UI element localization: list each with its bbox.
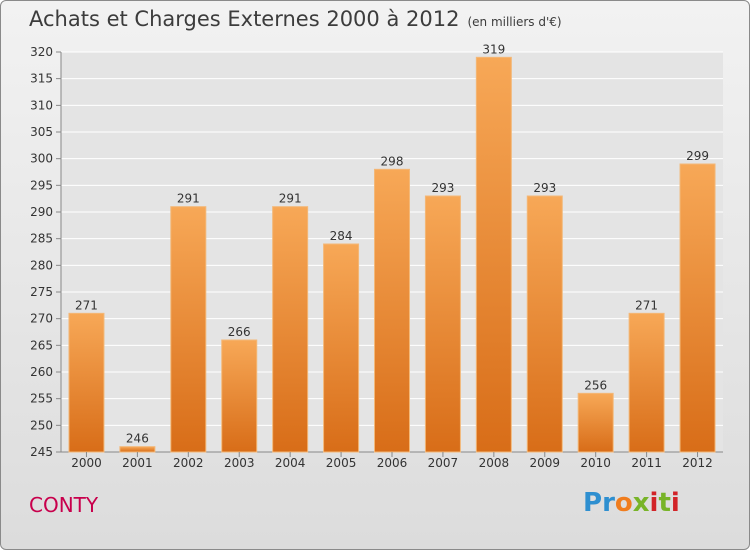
- bar-value-label: 256: [584, 378, 607, 392]
- bar: [272, 206, 309, 453]
- logo-letter: P: [583, 488, 603, 518]
- bar-value-label: 284: [330, 229, 353, 243]
- y-tick-label: 265: [30, 338, 53, 352]
- y-tick-label: 295: [30, 178, 53, 192]
- y-tick-label: 250: [30, 418, 53, 432]
- x-tick-label: 2012: [682, 456, 713, 470]
- logo-letter: r: [602, 488, 615, 518]
- bar-value-label: 291: [279, 192, 302, 206]
- bar: [526, 195, 563, 453]
- unit-note: (en milliers d'€): [467, 15, 562, 29]
- x-tick-label: 2011: [631, 456, 662, 470]
- logo-letter: i: [670, 488, 680, 518]
- y-tick-label: 320: [30, 45, 53, 59]
- logo-letter: o: [614, 488, 633, 518]
- y-tick-label: 270: [30, 312, 53, 326]
- bar: [628, 312, 665, 453]
- bar: [475, 56, 512, 453]
- x-tick-label: 2002: [173, 456, 204, 470]
- bar: [323, 243, 360, 453]
- bar: [577, 392, 614, 453]
- bar-value-label: 271: [75, 298, 98, 312]
- x-tick-label: 2001: [122, 456, 153, 470]
- y-tick-label: 260: [30, 365, 53, 379]
- chart-title-text: Achats et Charges Externes 2000 à 2012: [29, 7, 460, 31]
- y-tick-label: 245: [30, 445, 53, 459]
- bar: [221, 339, 258, 453]
- y-tick-label: 310: [30, 98, 53, 112]
- x-tick-label: 2008: [479, 456, 510, 470]
- y-tick-label: 275: [30, 285, 53, 299]
- proxiti-logo: Proxiti: [583, 488, 680, 518]
- x-tick-label: 2009: [529, 456, 560, 470]
- bar-value-label: 293: [431, 181, 454, 195]
- y-tick-label: 285: [30, 232, 53, 246]
- bar-value-label: 246: [126, 432, 149, 446]
- y-tick-label: 290: [30, 205, 53, 219]
- x-tick-label: 2010: [580, 456, 611, 470]
- bar-value-label: 271: [635, 298, 658, 312]
- bar: [424, 195, 461, 453]
- y-tick-label: 255: [30, 392, 53, 406]
- logo-letter: t: [658, 488, 671, 518]
- bar: [119, 446, 156, 453]
- y-tick-label: 305: [30, 125, 53, 139]
- chart-title: Achats et Charges Externes 2000 à 2012 (e…: [29, 7, 562, 31]
- x-tick-label: 2003: [224, 456, 255, 470]
- x-tick-label: 2006: [377, 456, 408, 470]
- y-tick-label: 280: [30, 258, 53, 272]
- bar-value-label: 319: [482, 42, 505, 56]
- x-tick-label: 2005: [326, 456, 357, 470]
- bar: [679, 163, 716, 453]
- bar: [374, 168, 410, 453]
- bar-value-label: 266: [228, 325, 251, 339]
- x-tick-label: 2007: [428, 456, 459, 470]
- y-tick-label: 300: [30, 152, 53, 166]
- bar-value-label: 293: [533, 181, 556, 195]
- bar: [68, 312, 105, 453]
- logo-letter: x: [632, 488, 650, 518]
- bar: [170, 206, 207, 453]
- bar-value-label: 298: [381, 154, 404, 168]
- bar-value-label: 299: [686, 149, 709, 163]
- x-tick-label: 2004: [275, 456, 306, 470]
- x-tick-label: 2000: [71, 456, 102, 470]
- bar-value-label: 291: [177, 192, 200, 206]
- logo-letter: i: [649, 488, 659, 518]
- y-tick-label: 315: [30, 72, 53, 86]
- commune-name: CONTY: [29, 493, 99, 517]
